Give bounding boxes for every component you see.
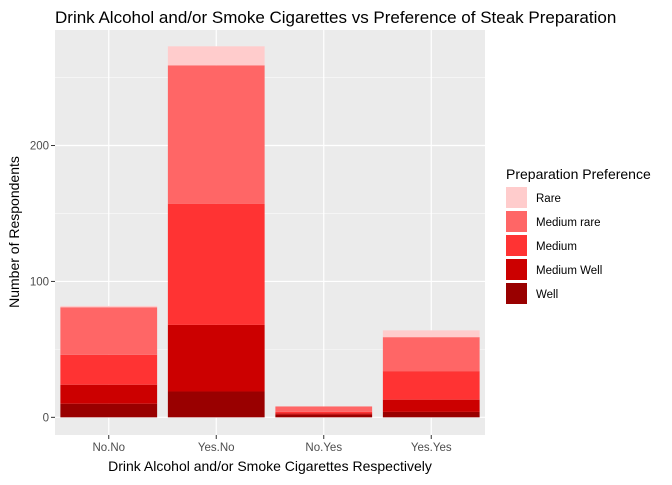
bar-segment	[167, 65, 265, 204]
legend-label: Medium	[536, 241, 577, 253]
bar-segment	[382, 371, 480, 400]
bar-segment	[60, 384, 158, 404]
legend-swatch	[506, 187, 527, 208]
y-tick-label: 100	[30, 276, 49, 288]
bar-segment	[167, 203, 265, 325]
bar-segment	[167, 324, 265, 392]
legend-swatch	[506, 211, 527, 232]
x-tick-label: No.No	[92, 442, 125, 454]
bar-segment	[382, 337, 480, 372]
bar-segment	[60, 354, 158, 385]
legend-label: Medium Well	[536, 265, 602, 277]
bar-segment	[382, 411, 480, 418]
bar-segment	[382, 330, 480, 338]
legend: Preparation Preference Rare Medium rare Me…	[506, 166, 651, 304]
bar-segment	[60, 307, 158, 355]
axes: 0 100 200 No.No Yes.No No.Yes Yes.Yes	[30, 141, 452, 454]
x-tick-label: Yes.No	[198, 442, 235, 454]
legend-swatch	[506, 283, 527, 304]
legend-label: Rare	[536, 193, 561, 205]
bar-segment	[275, 414, 373, 418]
x-tick-label: No.Yes	[305, 442, 342, 454]
bar-segment	[60, 403, 158, 418]
x-tick-label: Yes.Yes	[411, 442, 452, 454]
chart-title: Drink Alcohol and/or Smoke Cigarettes vs…	[55, 8, 616, 27]
legend-swatch	[506, 259, 527, 280]
bar-segment	[382, 399, 480, 412]
bar-segment	[275, 406, 373, 412]
x-axis-title: Drink Alcohol and/or Smoke Cigarettes Re…	[108, 458, 432, 474]
legend-items: Rare Medium rare Medium Medium Well Well	[506, 187, 602, 304]
y-axis-title: Number of Respondents	[6, 156, 22, 308]
bar-segment	[275, 413, 373, 415]
bar-segment	[275, 411, 373, 414]
legend-swatch	[506, 235, 527, 256]
bars	[60, 46, 480, 418]
y-tick-label: 0	[43, 412, 49, 424]
legend-label: Well	[536, 289, 558, 301]
legend-title: Preparation Preference	[506, 166, 651, 182]
y-tick-label: 200	[30, 141, 49, 153]
legend-label: Medium rare	[536, 217, 601, 229]
bar-segment	[167, 46, 265, 66]
bar-segment	[167, 391, 265, 418]
bar-segment	[60, 305, 158, 308]
